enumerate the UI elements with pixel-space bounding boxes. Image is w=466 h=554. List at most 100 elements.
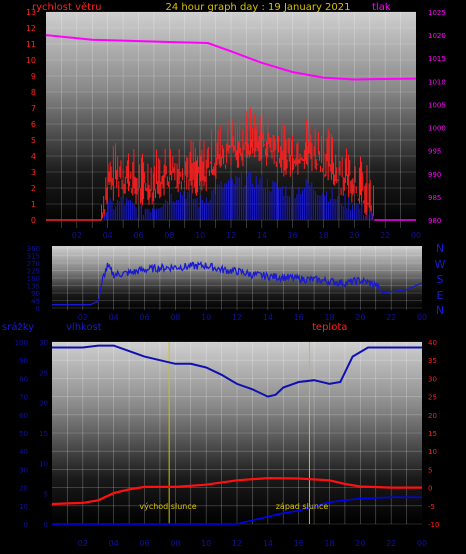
- temperature-tick-30: 30: [428, 375, 437, 383]
- direction-xtick-02: 02: [78, 313, 88, 322]
- humidity-inner-tick-15: 15: [39, 430, 48, 438]
- wind-direction-line: [52, 260, 423, 306]
- rain-tick-80: 80: [19, 375, 28, 383]
- humidity-inner-tick-25: 25: [39, 369, 48, 377]
- humidity-xtick-02: 02: [78, 539, 88, 548]
- wind-xtick-16: 16: [288, 231, 298, 240]
- temperature-tick-0: 0: [428, 485, 432, 493]
- humidity-xtick-18: 18: [324, 539, 334, 548]
- compass-w: W: [435, 258, 446, 271]
- temperature-tick-15: 15: [428, 430, 437, 438]
- humidity-axis-label: vlhkost: [66, 322, 102, 333]
- pressure-tick-995: 995: [428, 148, 441, 156]
- humidity-xtick-12: 12: [232, 539, 242, 548]
- wind-tick-10: 10: [26, 56, 36, 65]
- rain-tick-30: 30: [19, 466, 28, 474]
- pressure-tick-990: 990: [428, 171, 441, 179]
- wind-tick-7: 7: [31, 104, 36, 113]
- wind-xtick-06: 06: [133, 231, 143, 240]
- wind-xtick-04: 04: [103, 231, 113, 240]
- compass-e: E: [437, 289, 444, 302]
- wind-tick-11: 11: [26, 40, 36, 49]
- direction-tick-0: 0: [36, 305, 40, 313]
- temperature-axis-label: teplota: [312, 322, 347, 333]
- compass-n-bottom: N: [436, 304, 444, 317]
- rain-tick-20: 20: [19, 485, 28, 493]
- series: [45, 34, 423, 525]
- humidity-xtick-06: 06: [139, 539, 149, 548]
- pressure-tick-1020: 1020: [428, 32, 446, 40]
- rain-tick-70: 70: [19, 394, 28, 402]
- direction-tick-90: 90: [31, 290, 40, 298]
- humidity-xtick-16: 16: [294, 539, 304, 548]
- direction-xtick-12: 12: [232, 313, 242, 322]
- temperature-tick-35: 35: [428, 357, 437, 365]
- wind-tick-2: 2: [31, 184, 36, 193]
- temperature-tick--5: -5: [428, 503, 435, 511]
- direction-xtick-04: 04: [109, 313, 119, 322]
- wind-xtick-20: 20: [349, 231, 359, 240]
- wind-xtick-12: 12: [226, 231, 236, 240]
- wind-xtick-08: 08: [164, 231, 174, 240]
- humidity-xtick-14: 14: [263, 539, 273, 548]
- rain-tick-60: 60: [19, 412, 28, 420]
- direction-tick-225: 225: [27, 268, 40, 276]
- humidity-xtick-20: 20: [355, 539, 365, 548]
- humidity-xtick-00: 00: [417, 539, 427, 548]
- rain-tick-90: 90: [19, 357, 28, 365]
- pressure-tick-980: 980: [428, 217, 441, 225]
- wind-tick-4: 4: [31, 152, 36, 161]
- wind-tick-1: 1: [31, 200, 36, 209]
- wind-tick-8: 8: [31, 88, 36, 97]
- tick-labels: 0123456789101112139809859909951000100510…: [15, 8, 446, 548]
- direction-tick-360: 360: [27, 245, 40, 253]
- pressure-tick-1010: 1010: [428, 78, 446, 86]
- rain-line: [52, 496, 422, 525]
- temperature-tick-20: 20: [428, 412, 437, 420]
- rain-axis-label: srážky: [2, 321, 34, 333]
- direction-xtick-22: 22: [386, 313, 396, 322]
- sunrise-label: východ slunce: [139, 502, 196, 511]
- direction-tick-180: 180: [27, 275, 40, 283]
- pressure-tick-1005: 1005: [428, 101, 446, 109]
- temperature-tick-40: 40: [428, 339, 437, 347]
- direction-tick-270: 270: [27, 260, 40, 268]
- pressure-line: [45, 34, 417, 81]
- temperature-tick-5: 5: [428, 466, 432, 474]
- rain-tick-50: 50: [19, 430, 28, 438]
- temperature-tick-10: 10: [428, 448, 437, 456]
- compass-s: S: [437, 273, 444, 286]
- humidity-inner-tick-0: 0: [44, 521, 48, 529]
- direction-tick-135: 135: [27, 283, 40, 291]
- pressure-tick-985: 985: [428, 194, 441, 202]
- direction-xtick-10: 10: [201, 313, 211, 322]
- pressure-tick-1015: 1015: [428, 55, 446, 63]
- wind-axis-label: rychlost větru: [32, 1, 102, 13]
- wind-tick-9: 9: [31, 72, 36, 81]
- wind-xtick-18: 18: [318, 231, 328, 240]
- wind-tick-13: 13: [26, 8, 36, 17]
- rain-tick-0: 0: [24, 521, 28, 529]
- rain-tick-40: 40: [19, 448, 28, 456]
- direction-tick-315: 315: [27, 253, 40, 261]
- pressure-axis-label: tlak: [372, 2, 391, 13]
- direction-xtick-06: 06: [139, 313, 149, 322]
- wind-xtick-22: 22: [380, 231, 390, 240]
- wind-xtick-02: 02: [72, 231, 82, 240]
- humidity-xtick-04: 04: [109, 539, 119, 548]
- humidity-inner-tick-5: 5: [44, 491, 48, 499]
- humidity-inner-tick-10: 10: [39, 460, 48, 468]
- direction-xtick-08: 08: [170, 313, 180, 322]
- wind-xtick-00: 00: [411, 231, 421, 240]
- temperature-tick--10: -10: [428, 521, 439, 529]
- wind-tick-12: 12: [26, 24, 36, 33]
- direction-xtick-18: 18: [324, 313, 334, 322]
- sunset-label: západ slunce: [276, 502, 329, 511]
- pressure-tick-1000: 1000: [428, 125, 446, 133]
- humidity-inner-tick-20: 20: [39, 400, 48, 408]
- direction-tick-45: 45: [31, 298, 40, 306]
- humidity-xtick-22: 22: [386, 539, 396, 548]
- temperature-line: [51, 476, 422, 506]
